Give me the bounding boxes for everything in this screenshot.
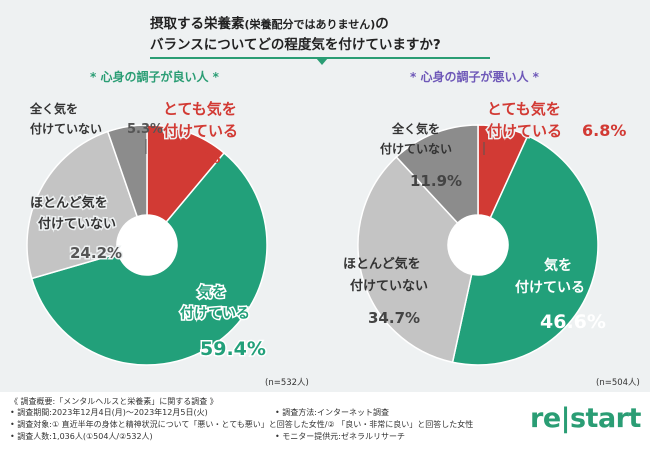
left-sample-size: (n=532人) [265, 378, 309, 388]
right-label-very-1: とても気を [487, 100, 561, 118]
left-label-very-1: とても気を [163, 100, 237, 118]
left-value-very: 11.1% [165, 148, 221, 167]
footer-target: • 調査対象:① 直近半年の身体と精神状況について「悪い・とても悪い」と回答した… [10, 420, 474, 429]
donut-charts: とても気を付けている11.1%気を付けている59.4%ほとんど気を付けていない2… [26, 99, 628, 366]
slice-labels: とても気を付けている11.1%気を付けている59.4%ほとんど気を付けていない2… [29, 99, 628, 362]
right-value-careful: 46.6% [540, 311, 606, 333]
right-chart-subtitle: * 心身の調子が悪い人 * [410, 70, 539, 84]
footer-provider: • モニター提供元:ゼネラルリサーチ [275, 432, 405, 441]
right-label-none-1: 全く気を [391, 121, 440, 136]
chart-title: 摂取する栄養素(栄養配分ではありません)の バランスについてどの程度気を付けてい… [150, 6, 490, 56]
left-label-careful-1: 気を [198, 284, 226, 301]
footer-method: • 調査方法:インターネット調査 [275, 408, 389, 417]
title-pointer-triangle [316, 58, 328, 65]
left-donut-hole [117, 215, 177, 275]
right-sample-size: (n=504人) [596, 378, 640, 388]
title-line-1: 摂取する栄養素(栄養配分ではありません)の [150, 12, 389, 32]
right-donut-chart [357, 124, 599, 366]
left-donut-chart [26, 124, 268, 366]
right-value-hardly: 34.7% [368, 309, 420, 327]
left-chart-subtitle: * 心身の調子が良い人 * [90, 70, 219, 84]
left-label-very-2: 付けている [163, 122, 238, 140]
left-label-careful-2: 付けている [180, 305, 250, 322]
right-label-hardly-2: 付けていない [350, 278, 428, 294]
right-label-careful-1: 気を [544, 257, 572, 274]
left-label-hardly-2: 付けていない [38, 216, 116, 232]
right-donut-hole [448, 215, 508, 275]
right-label-very-2: 付けている [487, 122, 562, 140]
title-small: (栄養配分ではありません) [244, 18, 376, 31]
title-end: の [375, 16, 389, 32]
right-value-very: 6.8% [582, 121, 626, 140]
left-value-none: 5.3% [127, 122, 163, 137]
left-value-hardly: 24.2% [70, 244, 122, 262]
right-label-none-2: 付けていない [380, 141, 452, 156]
restart-logo: re|start [530, 403, 641, 434]
left-slice-hardly [26, 130, 139, 280]
footer-heading: 《 調査概要:「メンタルヘルスと栄養素」に関する調査 》 [10, 397, 218, 406]
right-label-hardly-1: ほとんど気を [343, 256, 421, 272]
title-line-2: バランスについてどの程度気を付けていますか? [150, 37, 441, 53]
left-label-none-2: 付けていない [30, 121, 102, 136]
title-main: 摂取する栄養素 [150, 16, 245, 32]
left-value-careful: 59.4% [200, 338, 266, 360]
left-label-hardly-1: ほとんど気を [30, 195, 108, 211]
right-value-none: 11.9% [410, 172, 462, 190]
survey-footer: 《 調査概要:「メンタルヘルスと栄養素」に関する調査 》 • 調査期間:2023… [0, 392, 650, 450]
right-label-careful-2: 付けている [515, 279, 585, 296]
footer-period: • 調査期間:2023年12月4日(月)〜2023年12月5日(火) [10, 408, 208, 417]
footer-count: • 調査人数:1,036人(①504人/②532人) [10, 432, 153, 441]
left-label-none-1: 全く気を [29, 101, 78, 116]
